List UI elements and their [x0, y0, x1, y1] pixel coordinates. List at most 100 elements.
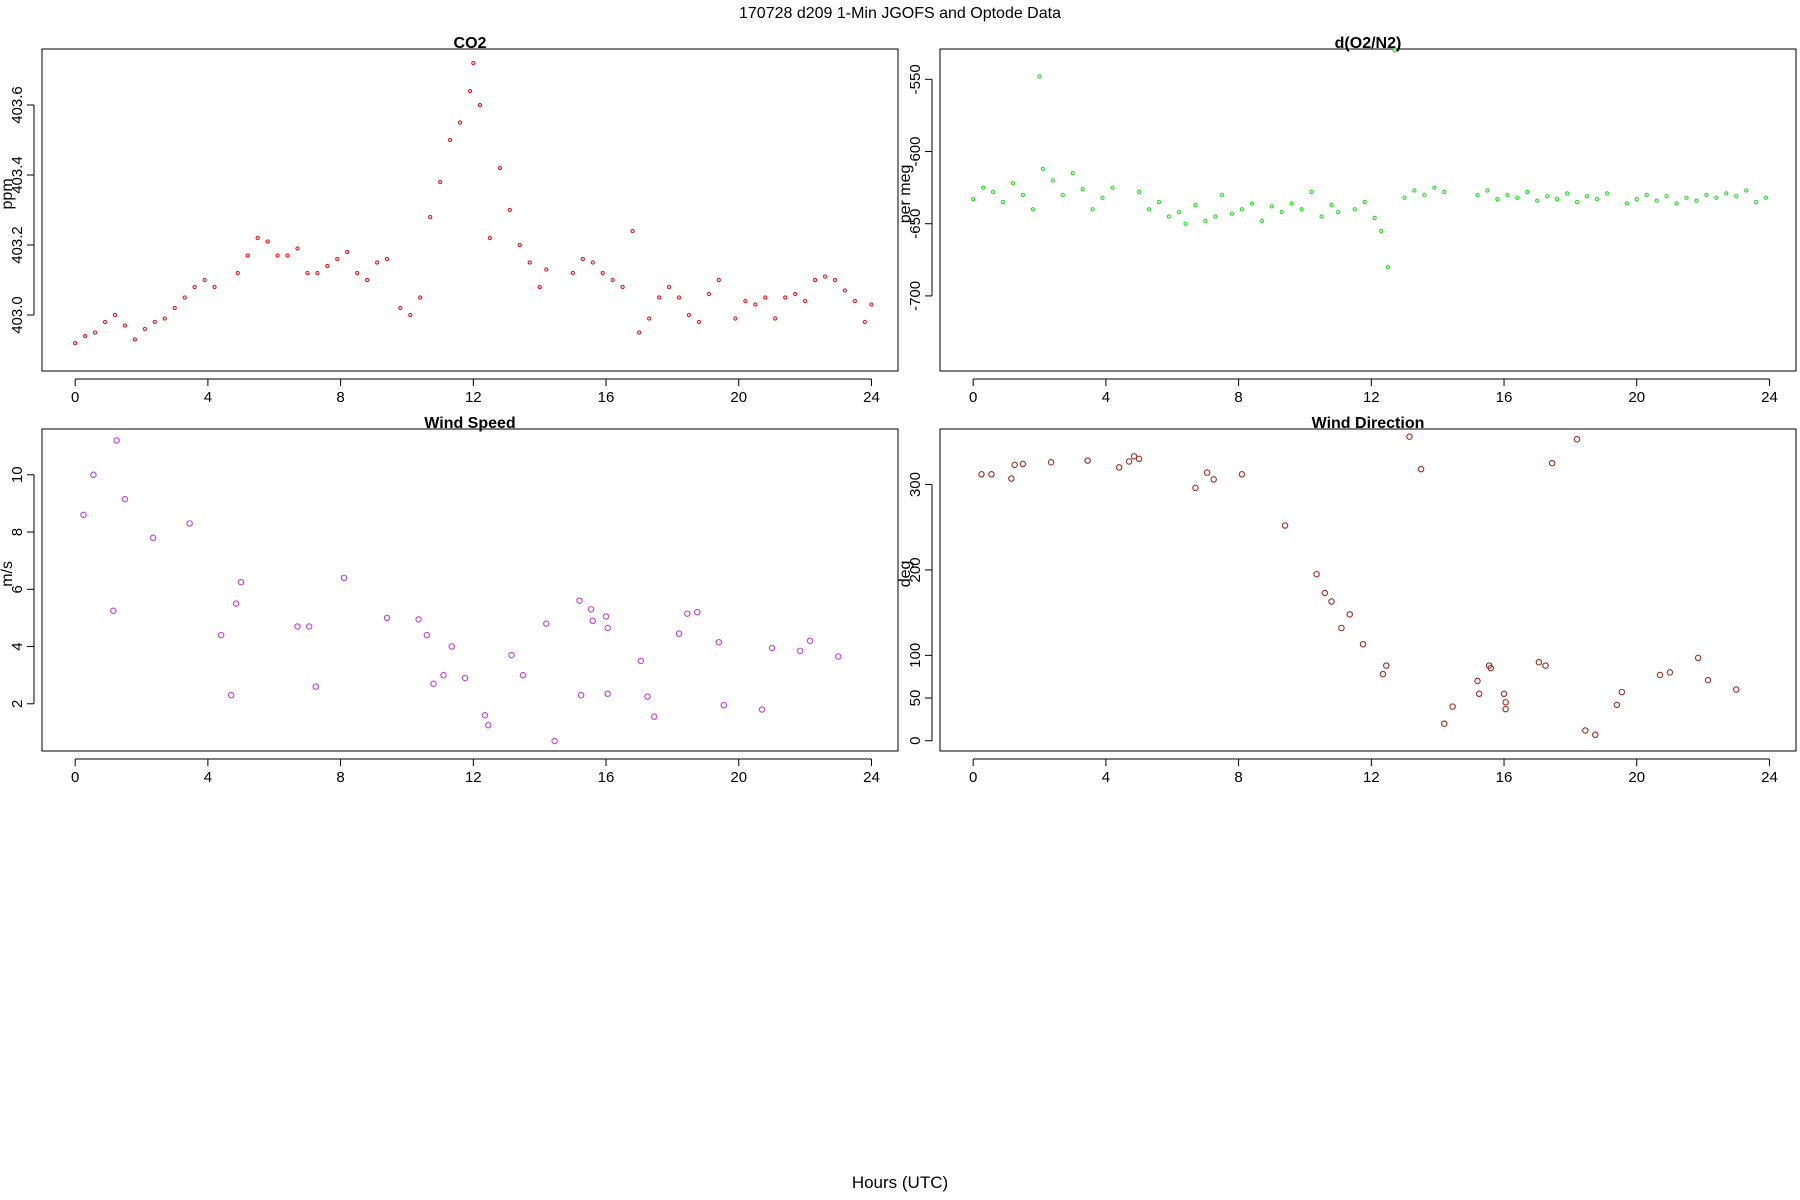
data-point [1495, 197, 1500, 202]
data-point [1442, 189, 1447, 195]
x-tick-label: 12 [465, 769, 482, 786]
data-point [644, 693, 651, 700]
data-point [227, 691, 235, 699]
data-point [1613, 701, 1621, 709]
data-point [1379, 228, 1384, 234]
x-tick-label: 20 [730, 389, 747, 406]
data-point [753, 302, 758, 307]
data-point [604, 690, 611, 698]
data-point [1176, 210, 1182, 215]
data-point [142, 326, 148, 332]
data-point [202, 277, 207, 283]
data-point [1525, 189, 1530, 195]
data-point [1535, 658, 1543, 666]
data-point [1402, 195, 1407, 200]
data-point [1704, 192, 1709, 197]
x-tick-label: 0 [71, 389, 79, 406]
data-point [1379, 670, 1387, 678]
data-point [763, 295, 768, 300]
panel-title: d(O2/N2) [1335, 35, 1402, 52]
y-tick-label: -650 [907, 209, 924, 239]
data-point [497, 165, 503, 171]
data-point [604, 624, 611, 632]
data-point [650, 713, 658, 720]
x-tick-label: 4 [204, 389, 212, 406]
data-point [92, 330, 98, 335]
data-point [835, 653, 842, 660]
data-point [1475, 690, 1483, 698]
data-point [149, 534, 157, 542]
data-point [1269, 204, 1274, 209]
data-point [423, 631, 431, 639]
data-point [172, 305, 177, 311]
data-point [1724, 191, 1729, 196]
data-point [1417, 465, 1425, 473]
data-point [1684, 195, 1689, 200]
data-point [796, 647, 804, 655]
data-point [186, 520, 193, 527]
data-point [1080, 186, 1085, 192]
data-point [1136, 189, 1142, 195]
data-point [1010, 181, 1016, 186]
data-point [620, 284, 625, 290]
panel-wind-direction: Wind Direction 0 4 8 12 16 20 24 0 50 100 200 300 deg [897, 415, 1797, 786]
data-point [82, 333, 88, 339]
data-point [675, 630, 683, 637]
data-point [988, 471, 995, 478]
data-point [1011, 461, 1018, 469]
data-point [275, 253, 280, 258]
data-point [1008, 475, 1015, 482]
data-point [1229, 211, 1235, 216]
data-point [1644, 192, 1649, 197]
data-point [637, 330, 642, 335]
data-point [842, 288, 848, 293]
data-point [1406, 433, 1413, 440]
data-point [706, 291, 712, 297]
data-point [570, 270, 576, 276]
data-point [1694, 654, 1702, 662]
data-point [1654, 198, 1659, 203]
x-tick-label: 12 [1363, 769, 1380, 786]
data-point [325, 263, 330, 269]
data-point [1674, 201, 1679, 206]
data-point [1299, 207, 1304, 212]
data-point [647, 316, 652, 321]
data-point [852, 298, 858, 304]
panel-o2n2: d(O2/N2) 0 4 8 12 16 20 24 -550 -600 -650 -700 per m… [897, 35, 1797, 406]
panel-title: CO2 [454, 35, 487, 52]
data-point [577, 691, 585, 699]
data-point [1564, 191, 1570, 196]
data-point [345, 249, 350, 255]
data-point [869, 302, 874, 307]
data-point [1422, 192, 1427, 197]
x-tick-label: 16 [598, 769, 615, 786]
data-point [590, 260, 595, 265]
data-point [477, 102, 483, 108]
data-point [1203, 469, 1211, 476]
data-point [374, 260, 380, 265]
y-tick-label: 0 [907, 737, 924, 745]
data-point [587, 606, 595, 613]
data-point [1239, 207, 1245, 212]
data-point [418, 295, 423, 300]
data-point [1475, 192, 1480, 197]
data-point [1502, 699, 1509, 706]
data-point [335, 256, 340, 262]
data-point [684, 610, 691, 617]
data-point [110, 607, 117, 615]
x-tick-label: 20 [1628, 769, 1645, 786]
plot-frame [41, 48, 899, 372]
data-point [121, 495, 129, 503]
data-point [773, 316, 778, 321]
data-point [1309, 189, 1314, 195]
data-point [743, 298, 748, 304]
data-point [832, 277, 838, 283]
data-point [1412, 188, 1417, 193]
data-point [1238, 471, 1246, 478]
x-tick-label: 12 [1363, 389, 1380, 406]
data-point [1594, 197, 1600, 202]
data-point [1219, 192, 1225, 197]
data-point [1166, 214, 1172, 219]
figure-xlabel: Hours (UTC) [852, 1173, 948, 1192]
data-point [1432, 185, 1437, 190]
